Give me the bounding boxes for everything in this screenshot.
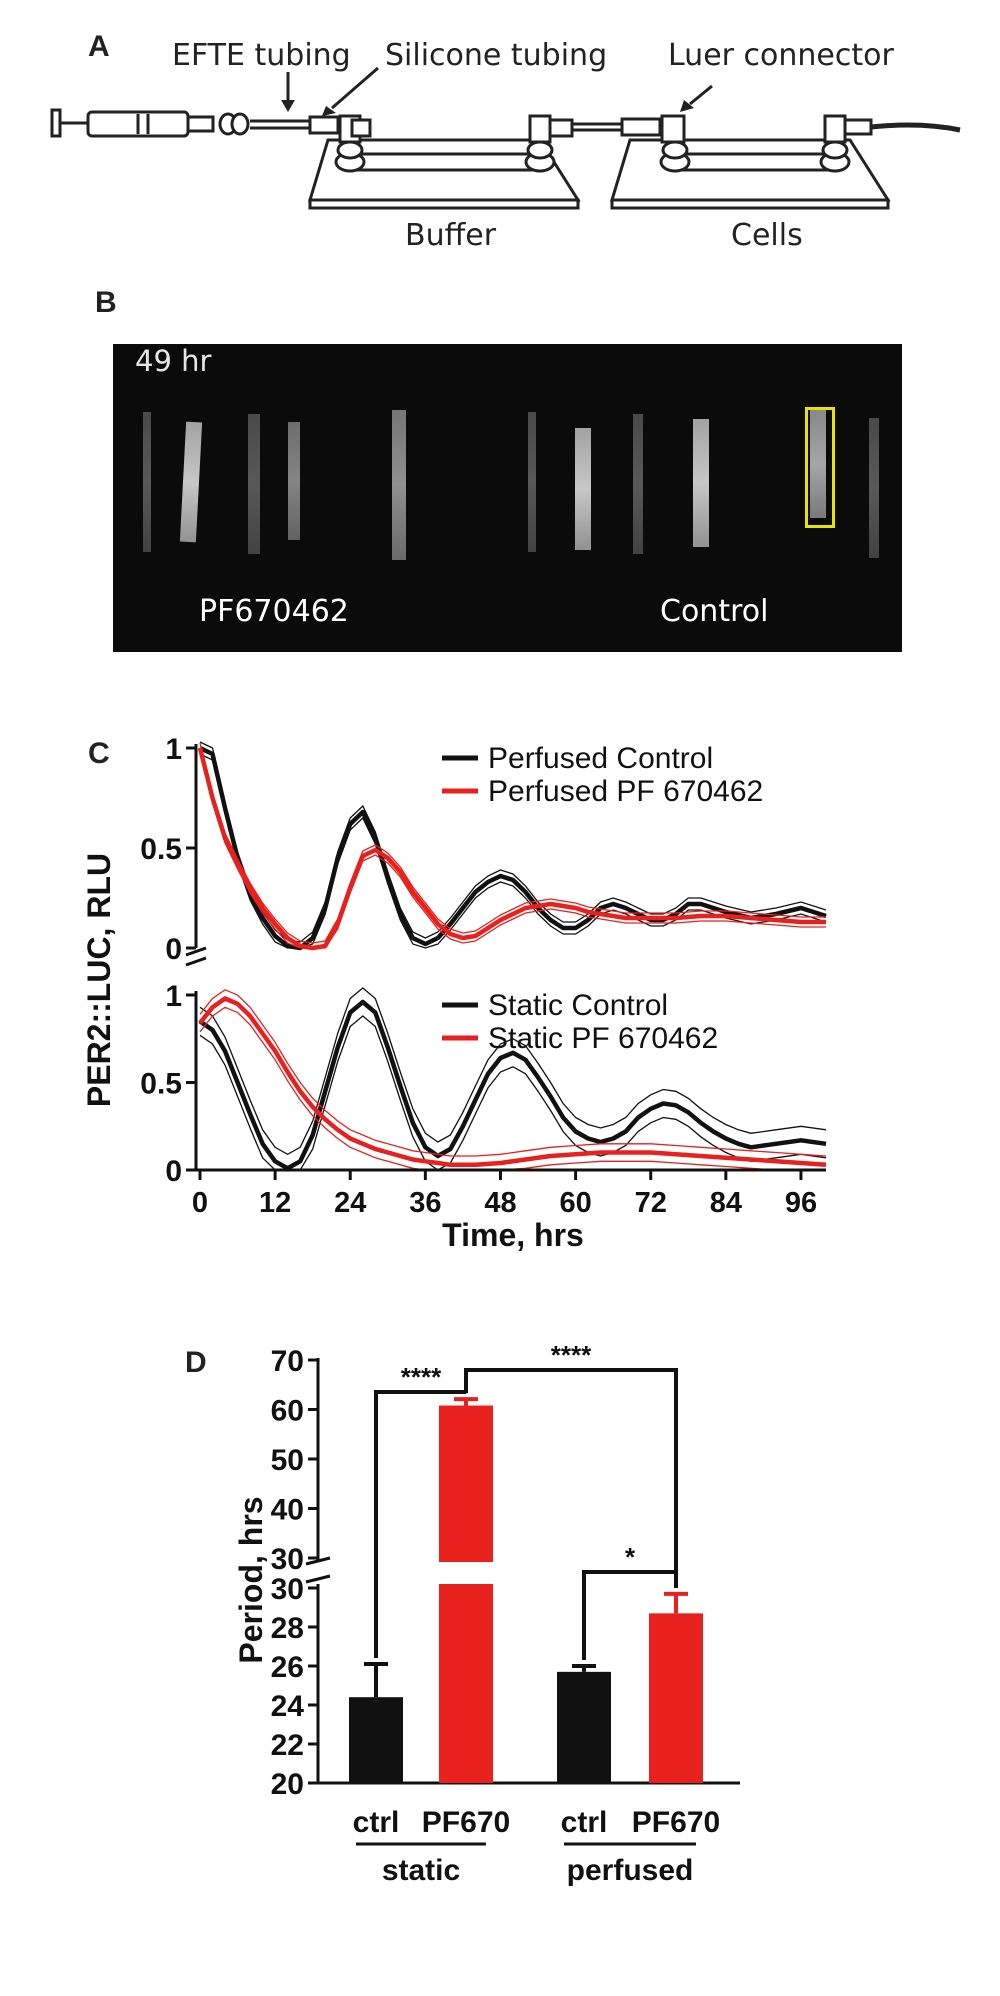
- tube: [288, 422, 300, 540]
- group-label: perfused: [567, 1854, 694, 1887]
- legend-label: Static Control: [488, 989, 668, 1022]
- tube: [143, 412, 151, 552]
- x-tick-label: 36: [409, 1187, 441, 1219]
- y-tick-label: 50: [271, 1444, 304, 1477]
- silicone-tubing-2: [620, 117, 662, 137]
- legend-label: Perfused PF 670462: [488, 775, 763, 808]
- legend-label: Perfused Control: [488, 742, 713, 775]
- y-tick-label: 22: [271, 1729, 304, 1762]
- series-line: [197, 747, 826, 951]
- bar: [557, 1671, 611, 1783]
- axis-break: [185, 946, 207, 967]
- tube: [575, 428, 591, 550]
- time-stamp: 49 hr: [135, 344, 212, 378]
- bar-category-label: PF670: [632, 1806, 720, 1839]
- bar-category-label: PF670: [422, 1806, 510, 1839]
- y-tick-label: 1: [165, 980, 182, 1013]
- y-tick-label: 60: [271, 1395, 304, 1428]
- bar-category-label: ctrl: [561, 1806, 608, 1839]
- bar: [649, 1613, 703, 1783]
- x-tick-label: 60: [559, 1187, 591, 1219]
- perfusion-apparatus-diagram: [50, 66, 961, 210]
- silicone-tubing-label: Silicone tubing: [385, 38, 608, 73]
- cells-label: Cells: [731, 218, 803, 253]
- y-tick-label: 28: [271, 1612, 304, 1645]
- x-tick-label: 0: [192, 1187, 208, 1219]
- outlet-tubing: [870, 122, 961, 133]
- x-axis-label: Time, hrs: [442, 1217, 584, 1253]
- y-tick-label: 70: [271, 1345, 304, 1378]
- x-tick-label: 12: [259, 1187, 291, 1219]
- bar: [349, 1697, 403, 1783]
- x-tick-label: 24: [334, 1187, 366, 1219]
- bar-category-label: ctrl: [353, 1806, 400, 1839]
- significance-label: ****: [551, 1340, 592, 1370]
- series-line: [198, 996, 827, 1168]
- y-tick-label: 30: [271, 1543, 304, 1576]
- x-tick-label: 96: [785, 1187, 817, 1219]
- luer-connector-label: Luer connector: [668, 38, 894, 73]
- bar: [439, 1584, 493, 1783]
- roi-box: [805, 407, 835, 528]
- y-axis-label: Period, hrs: [233, 1496, 269, 1663]
- luer-connector-arrow: [689, 84, 713, 106]
- panel-d-letter: D: [185, 1346, 207, 1379]
- tube: [248, 414, 260, 554]
- tube: [693, 419, 709, 547]
- significance-bracket: [582, 1570, 678, 1660]
- series-upper-band: [199, 987, 827, 1156]
- luer-connector: [660, 114, 686, 144]
- significance-label: *: [625, 1542, 636, 1572]
- y-tick-label: 30: [271, 1573, 304, 1606]
- tube: [869, 418, 879, 558]
- pf670462-label: PF670462: [199, 594, 349, 629]
- y-tick-label: 0.5: [140, 1068, 182, 1101]
- y-tick-label: 0: [165, 1155, 182, 1188]
- control-label: Control: [660, 594, 769, 629]
- series-line: [198, 999, 827, 1171]
- series-upper-band: [199, 742, 826, 944]
- buffer-channel: [348, 152, 552, 172]
- y-tick-label: 26: [271, 1651, 304, 1684]
- group-label: static: [382, 1854, 460, 1887]
- series-lower-band: [199, 752, 826, 949]
- y-tick-label: 20: [271, 1768, 304, 1801]
- panel-c-letter: C: [88, 737, 110, 770]
- silicone-tubing-1: [308, 115, 340, 135]
- silicone-tubing-arrow: [331, 66, 379, 110]
- tube: [392, 410, 406, 560]
- tube: [810, 410, 826, 518]
- tube: [179, 421, 203, 543]
- panel-a-letter: A: [88, 30, 110, 63]
- bioluminescence-image: 49 hr PF670462 Control: [113, 344, 902, 652]
- axis-break: [305, 1556, 331, 1584]
- tube: [528, 412, 536, 552]
- tube: [633, 414, 643, 554]
- bar: [439, 1405, 493, 1562]
- panel-b-letter: B: [95, 286, 117, 319]
- significance-label: ****: [401, 1362, 442, 1392]
- y-tick-label: 0.5: [140, 833, 182, 866]
- x-tick-label: 72: [635, 1187, 667, 1219]
- syringe-plunger-cap: [50, 108, 62, 138]
- legend-label: Static PF 670462: [488, 1022, 718, 1055]
- significance-bracket: [464, 1368, 678, 1588]
- y-axis-label: PER2::LUC, RLU: [81, 853, 117, 1107]
- efte-tubing-label: EFTE tubing: [172, 38, 351, 73]
- x-tick-label: 84: [710, 1187, 742, 1219]
- syringe-tip: [186, 115, 215, 133]
- y-tick-label: 0: [165, 933, 182, 966]
- x-tick-label: 48: [484, 1187, 516, 1219]
- y-tick-label: 1: [165, 733, 182, 766]
- series-upper-band: [199, 989, 827, 1157]
- cells-channel: [673, 152, 837, 172]
- buffer-label: Buffer: [405, 218, 497, 253]
- y-tick-label: 40: [271, 1494, 304, 1527]
- y-tick-label: 24: [271, 1690, 305, 1723]
